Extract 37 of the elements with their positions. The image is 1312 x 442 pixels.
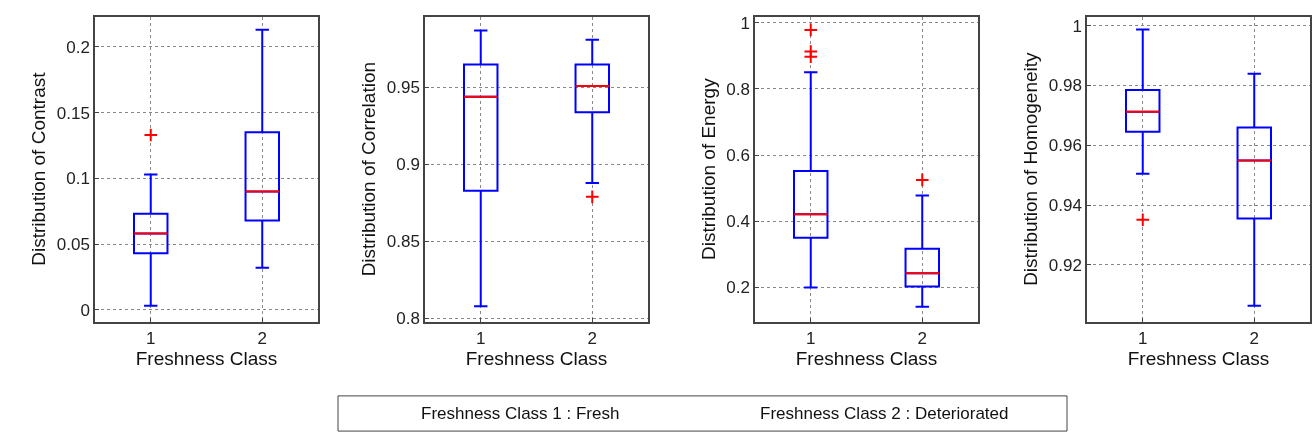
x-tick-label: 1 (1138, 328, 1148, 348)
x-axis-title: Freshness Class (1127, 347, 1270, 369)
y-tick-label: 1 (1072, 16, 1082, 36)
x-tick-label: 1 (806, 328, 816, 348)
x-tick-label: 1 (476, 328, 486, 348)
x-axis-title: Freshness Class (465, 347, 608, 369)
y-axis-title: Distribution of Correlation (358, 61, 380, 277)
y-tick-label: 1 (740, 13, 750, 33)
x-tick-label: 2 (257, 328, 267, 348)
x-axis-title: Freshness Class (135, 347, 278, 369)
y-tick-label: 0.1 (66, 169, 90, 189)
y-tick-label: 0.05 (56, 235, 90, 255)
y-tick-label: 0.94 (1048, 195, 1082, 215)
y-tick-label: 0.2 (66, 37, 90, 57)
y-tick-label: 0.96 (1048, 136, 1082, 156)
x-tick-label: 2 (587, 328, 597, 348)
y-tick-label: 0.8 (396, 309, 420, 329)
y-tick-label: 0 (80, 300, 90, 320)
y-axis-title: Distribution of Homogeneity (1020, 51, 1042, 286)
y-tick-label: 0.9 (396, 155, 420, 175)
y-tick-label: 0.98 (1048, 76, 1082, 96)
text: Freshness Class 1 : Fresh (421, 404, 620, 423)
x-tick-label: 2 (917, 328, 927, 348)
text: Freshness Class 2 : Deteriorated (760, 404, 1009, 423)
y-axis-title: Distribution of Contrast (28, 71, 50, 266)
y-tick-label: 0.6 (726, 146, 750, 166)
y-tick-label: 0.4 (726, 212, 750, 232)
y-tick-label: 0.8 (726, 79, 750, 99)
y-tick-label: 0.85 (386, 232, 420, 252)
x-tick-label: 2 (1249, 328, 1259, 348)
y-tick-label: 0.15 (56, 103, 90, 123)
y-tick-label: 0.2 (726, 278, 750, 298)
y-axis-title: Distribution of Energy (697, 77, 719, 260)
y-tick-label: 0.95 (386, 78, 420, 98)
x-tick-label: 1 (146, 328, 156, 348)
y-tick-label: 0.92 (1048, 255, 1082, 275)
x-axis-title: Freshness Class (795, 347, 938, 369)
